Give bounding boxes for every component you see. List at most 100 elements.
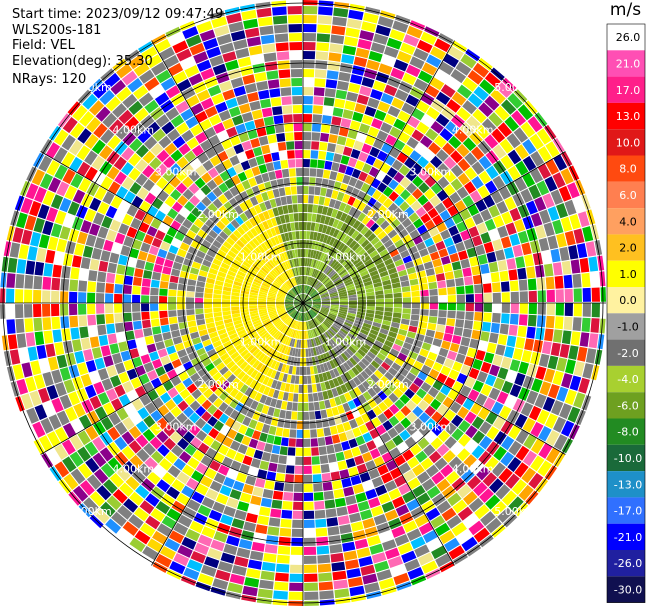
velocity-gate (492, 303, 501, 313)
velocity-gate (465, 311, 474, 321)
velocity-gate (351, 168, 361, 179)
velocity-gate (367, 97, 380, 109)
velocity-gate (361, 325, 371, 332)
velocity-gate (394, 89, 409, 102)
velocity-gate (318, 0, 334, 7)
velocity-gate (434, 38, 451, 53)
colorbar-tick-label: -17.0 (614, 505, 642, 518)
velocity-gate (392, 312, 402, 319)
velocity-gate (424, 237, 435, 248)
velocity-gate (336, 284, 345, 290)
velocity-gate (364, 316, 374, 322)
velocity-gate (363, 242, 373, 252)
velocity-gate (434, 69, 450, 83)
velocity-gate (365, 155, 376, 166)
velocity-gate (409, 20, 426, 31)
velocity-gate (445, 76, 461, 91)
velocity-gate (436, 273, 446, 282)
velocity-gate (384, 307, 393, 312)
velocity-gate (348, 291, 357, 296)
velocity-gate (424, 175, 437, 188)
velocity-gate (563, 274, 573, 289)
velocity-gate (513, 127, 529, 143)
velocity-gate (442, 197, 454, 209)
velocity-gate (317, 159, 325, 169)
velocity-gate (303, 296, 310, 303)
velocity-gate (539, 381, 552, 396)
velocity-gate (358, 171, 368, 182)
velocity-gate (410, 251, 421, 261)
velocity-gate (315, 282, 322, 290)
velocity-gate (536, 315, 546, 328)
velocity-gate (543, 222, 555, 237)
velocity-gate (498, 186, 512, 200)
velocity-gate (438, 303, 447, 310)
velocity-gate (510, 291, 519, 303)
velocity-gate (325, 226, 332, 235)
velocity-gate (382, 186, 394, 197)
velocity-gate (460, 258, 471, 269)
velocity-gate (347, 266, 356, 273)
velocity-gate (329, 291, 338, 296)
velocity-gate (339, 306, 348, 310)
velocity-gate (480, 383, 493, 397)
velocity-gate (321, 305, 330, 308)
velocity-gate (316, 33, 331, 43)
velocity-gate (444, 271, 454, 280)
velocity-gate (317, 15, 332, 25)
velocity-gate (353, 277, 362, 284)
velocity-gate (488, 204, 500, 218)
velocity-gate (393, 59, 409, 72)
velocity-gate (363, 280, 373, 287)
velocity-gate (386, 335, 396, 343)
velocity-gate (384, 340, 394, 348)
velocity-gate (444, 170, 457, 183)
velocity-gate (413, 339, 423, 348)
velocity-gate (340, 118, 352, 128)
velocity-gate (382, 174, 393, 186)
velocity-gate (579, 332, 590, 347)
velocity-gate (303, 105, 313, 114)
velocity-gate (303, 285, 305, 294)
velocity-gate (366, 246, 376, 255)
velocity-gate (438, 310, 447, 318)
velocity-gate (355, 160, 365, 171)
velocity-gate (416, 121, 430, 135)
velocity-gate (371, 212, 381, 222)
velocity-gate (347, 196, 356, 206)
velocity-gate (330, 293, 339, 298)
velocity-gate (304, 267, 307, 276)
velocity-gate (438, 287, 447, 296)
velocity-gate (517, 267, 527, 280)
velocity-gate (321, 264, 328, 272)
velocity-gate (443, 237, 454, 248)
velocity-gate (478, 340, 488, 352)
velocity-gate (384, 288, 393, 295)
velocity-gate (373, 318, 383, 324)
velocity-gate (599, 318, 606, 334)
velocity-gate (308, 277, 313, 286)
velocity-gate (303, 60, 315, 69)
velocity-gate (485, 165, 499, 180)
velocity-gate (337, 314, 346, 319)
velocity-gate (316, 232, 322, 242)
velocity-gate (396, 152, 409, 164)
velocity-gate (330, 259, 337, 268)
velocity-gate (408, 245, 418, 255)
velocity-gate (448, 369, 460, 380)
velocity-gate (573, 228, 585, 244)
velocity-gate (539, 209, 551, 224)
velocity-gate (322, 169, 331, 179)
velocity-gate (345, 263, 354, 271)
velocity-gate (311, 240, 316, 250)
velocity-gate (425, 268, 435, 277)
velocity-gate (427, 244, 438, 254)
velocity-gate (466, 115, 481, 130)
velocity-gate (323, 97, 335, 107)
velocity-gate (512, 348, 524, 361)
velocity-gate (443, 333, 453, 342)
velocity-gate (331, 303, 339, 305)
velocity-gate (303, 0, 318, 6)
velocity-gate (519, 291, 528, 303)
velocity-gate (471, 176, 484, 189)
